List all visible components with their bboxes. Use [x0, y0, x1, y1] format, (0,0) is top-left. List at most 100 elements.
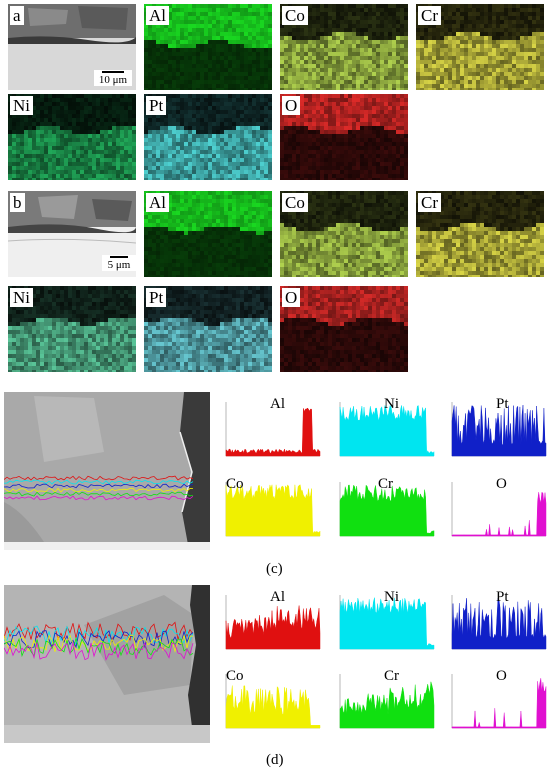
panel-a-map-o: O — [280, 94, 408, 180]
panel-a-sem-image: a 10 μm — [8, 4, 136, 90]
panel-a-scale-bar: 10 μm — [94, 70, 132, 86]
profile-trace — [451, 674, 547, 729]
map-label: Co — [282, 193, 308, 212]
profile-trace — [225, 674, 321, 729]
panel-c-caption: (c) — [266, 561, 283, 577]
line-scan-trace — [4, 495, 194, 501]
profile-fill — [339, 484, 435, 537]
line-scan-trace — [4, 641, 194, 661]
profile-fill — [451, 405, 547, 457]
panel-a-map-cr: Cr — [416, 4, 544, 90]
profile-trace — [225, 595, 321, 650]
panel-b-label: b — [10, 193, 25, 212]
profile-fill — [451, 492, 547, 537]
panel-d-caption: (d) — [266, 752, 284, 768]
profile-label: Ni — [384, 589, 399, 605]
map-texture — [416, 4, 544, 90]
profile-fill — [451, 597, 547, 650]
map-label: Al — [146, 193, 169, 212]
profile-fill — [339, 597, 435, 650]
map-label: Cr — [418, 6, 441, 25]
profile-fill — [339, 404, 435, 457]
panel-d-profile-ni: Ni — [330, 585, 438, 659]
profile-fill — [339, 681, 435, 729]
line-scan-trace — [4, 636, 194, 658]
line-scan-trace — [4, 625, 194, 645]
line-scan-trace — [4, 479, 194, 485]
map-label: Pt — [146, 288, 167, 307]
profile-label: Al — [270, 589, 285, 605]
profile-label: Cr — [378, 476, 393, 492]
profile-trace — [225, 402, 321, 457]
line-scan-trace — [4, 487, 194, 493]
panel-c-profile-o: O — [442, 472, 550, 546]
profile-trace — [451, 402, 547, 457]
map-label: Ni — [10, 96, 33, 115]
panel-d-profile-co: Co — [216, 664, 324, 738]
profile-label: Pt — [496, 396, 509, 412]
panel-b-scale-bar: 5 μm — [102, 255, 136, 271]
panel-b-map-co: Co — [280, 191, 408, 277]
line-scan-trace — [4, 483, 194, 489]
profile-trace — [339, 674, 435, 729]
panel-a-scale-label: 10 μm — [98, 74, 128, 86]
panel-b-scale-label: 5 μm — [107, 259, 131, 271]
profile-trace — [451, 482, 547, 537]
profile-fill — [451, 678, 547, 729]
profile-label: O — [496, 668, 507, 684]
panel-a-map-co: Co — [280, 4, 408, 90]
map-label: Al — [146, 6, 169, 25]
map-label: Cr — [418, 193, 441, 212]
line-scan-trace — [4, 475, 194, 481]
profile-trace — [451, 595, 547, 650]
panel-a-map-al: Al — [144, 4, 272, 90]
map-label: Pt — [146, 96, 167, 115]
profile-fill — [225, 407, 321, 457]
panel-b-map-ni: Ni — [8, 286, 136, 372]
panel-d-profile-pt: Pt — [442, 585, 550, 659]
profile-trace — [339, 595, 435, 650]
panel-c-profile-pt: Pt — [442, 392, 550, 466]
profile-fill — [225, 484, 321, 537]
profile-label: O — [496, 476, 507, 492]
panel-b-map-al: Al — [144, 191, 272, 277]
panel-a-label: a — [10, 6, 24, 25]
profile-label: Co — [226, 476, 244, 492]
panel-c-profile-ni: Ni — [330, 392, 438, 466]
panel-b-map-o: O — [280, 286, 408, 372]
panel-c-sem-image — [4, 392, 210, 550]
profile-label: Cr — [384, 668, 399, 684]
panel-c-profile-cr: Cr — [330, 472, 438, 546]
panel-d-profile-cr: Cr — [330, 664, 438, 738]
panel-a-map-ni: Ni — [8, 94, 136, 180]
map-label: Co — [282, 6, 308, 25]
map-texture — [416, 191, 544, 277]
map-label: Ni — [10, 288, 33, 307]
panel-d-sem-image — [4, 585, 210, 743]
map-texture — [280, 286, 408, 372]
panel-a-map-pt: Pt — [144, 94, 272, 180]
profile-trace — [339, 482, 435, 537]
panel-d-profile-o: O — [442, 664, 550, 738]
profile-label: Al — [270, 396, 285, 412]
map-texture — [280, 94, 408, 180]
profile-label: Ni — [384, 396, 399, 412]
profile-trace — [225, 482, 321, 537]
profile-fill — [225, 605, 321, 650]
map-texture — [144, 286, 272, 372]
map-label: O — [282, 288, 301, 307]
line-scan-trace — [4, 634, 194, 654]
profile-label: Co — [226, 668, 244, 684]
panel-b-map-cr: Cr — [416, 191, 544, 277]
line-scan-trace — [4, 491, 194, 497]
map-texture — [144, 191, 272, 277]
panel-b-sem-image: b 5 μm — [8, 191, 136, 277]
map-label: O — [282, 96, 301, 115]
profile-label: Pt — [496, 589, 509, 605]
panel-b-map-pt: Pt — [144, 286, 272, 372]
line-scan-trace — [4, 630, 194, 649]
map-texture — [144, 94, 272, 180]
panel-d-profile-al: Al — [216, 585, 324, 659]
panel-c-profile-al: Al — [216, 392, 324, 466]
panel-c-profile-co: Co — [216, 472, 324, 546]
